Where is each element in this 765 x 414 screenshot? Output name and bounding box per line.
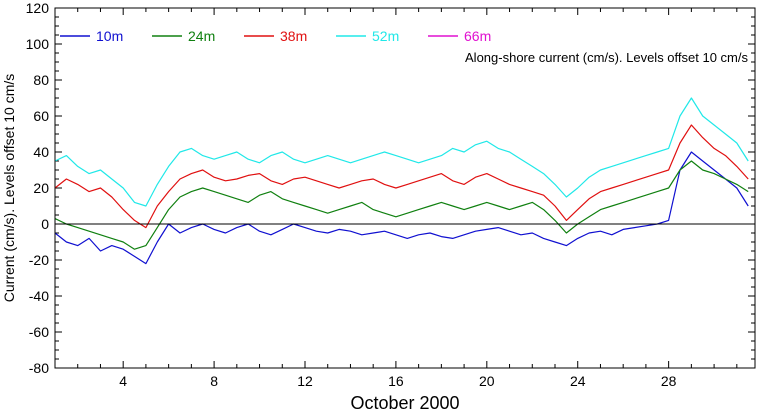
legend: 10m 24m 38m 52m 66m	[60, 28, 491, 44]
plot-frame	[54, 7, 756, 369]
x-axis-label: October 2000	[350, 393, 459, 413]
series-line-24m	[54, 160, 749, 250]
y-tick-label: 80	[33, 72, 49, 88]
y-tick-label: 120	[26, 0, 50, 16]
x-tick-label: 28	[661, 373, 677, 389]
y-axis-label: Current (cm/s). Levels offset 10 cm/s	[1, 74, 17, 302]
y-tick-label: 0	[41, 216, 49, 232]
y-tick-label: 100	[26, 36, 50, 52]
legend-label-52m: 52m	[372, 28, 399, 44]
legend-label-24m: 24m	[188, 28, 215, 44]
axis-ticks	[54, 7, 755, 369]
x-tick-label: 16	[388, 373, 404, 389]
y-tick-label: -20	[29, 252, 49, 268]
legend-label-66m: 66m	[464, 28, 491, 44]
x-tick-label: 4	[119, 373, 127, 389]
x-tick-label: 24	[570, 373, 586, 389]
series-line-10m	[54, 151, 749, 265]
legend-label-38m: 38m	[280, 28, 307, 44]
y-tick-label: 20	[33, 180, 49, 196]
x-tick-labels: 4 8 12 16 20 24 28	[119, 373, 676, 389]
y-tick-label: -40	[29, 288, 49, 304]
series-layer	[54, 97, 749, 265]
series-line-38m	[54, 124, 749, 229]
y-tick-label: -60	[29, 324, 49, 340]
chart-annotation: Along-shore current (cm/s). Levels offse…	[465, 50, 748, 65]
y-tick-labels: -80 -60 -40 -20 0 20 40 60 80 100 120	[26, 0, 50, 376]
x-tick-label: 12	[297, 373, 313, 389]
x-tick-label: 20	[479, 373, 495, 389]
y-tick-label: 40	[33, 144, 49, 160]
legend-label-10m: 10m	[96, 28, 123, 44]
y-tick-label: -80	[29, 360, 49, 376]
series-line-52m	[54, 97, 749, 207]
y-tick-label: 60	[33, 108, 49, 124]
x-tick-label: 8	[210, 373, 218, 389]
